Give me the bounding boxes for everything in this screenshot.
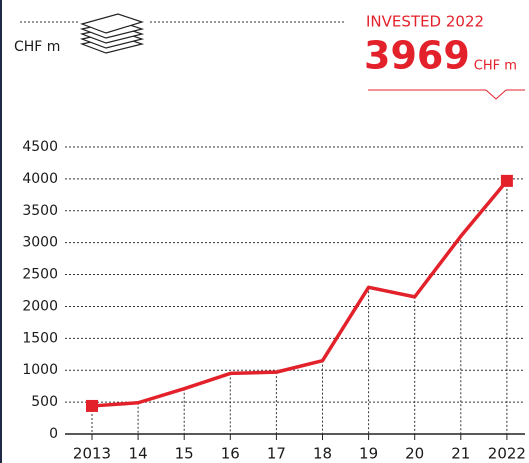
x-tick-label: 18 <box>313 445 332 463</box>
x-tick-label: 20 <box>405 445 424 463</box>
x-tick-label: 21 <box>451 445 470 463</box>
y-tick-label: 2000 <box>22 298 58 314</box>
y-tick-label: 0 <box>49 426 58 442</box>
x-tick-label: 14 <box>129 445 148 463</box>
series-line <box>91 179 509 408</box>
y-tick-label: 2500 <box>22 267 58 283</box>
y-tick-label: 4000 <box>22 171 58 187</box>
x-tick-label: 19 <box>359 445 378 463</box>
x-tick-label: 15 <box>175 445 194 463</box>
highlight-rule <box>368 89 525 100</box>
y-tick-label: 1500 <box>22 330 58 346</box>
unit-label: CHF m <box>14 39 60 55</box>
x-tick-label: 2022 <box>488 445 526 463</box>
y-tick-label: 1000 <box>22 362 58 378</box>
y-tick-label: 4500 <box>22 139 58 155</box>
x-tick-label: 16 <box>221 445 240 463</box>
highlight-unit: CHF m <box>474 59 517 74</box>
left-border <box>0 0 2 463</box>
y-tick-label: 3500 <box>22 203 58 219</box>
y-tick-label: 500 <box>31 394 58 410</box>
annotation: INVESTED 2022 <box>366 13 484 31</box>
highlight-value: 3969 <box>364 34 470 78</box>
x-tick-label: 2013 <box>73 445 111 463</box>
point-marker <box>500 174 513 187</box>
x-tick-label: 17 <box>267 445 286 463</box>
money-icon <box>79 13 145 54</box>
point-marker <box>86 399 98 412</box>
y-tick-label: 3000 <box>22 235 58 251</box>
